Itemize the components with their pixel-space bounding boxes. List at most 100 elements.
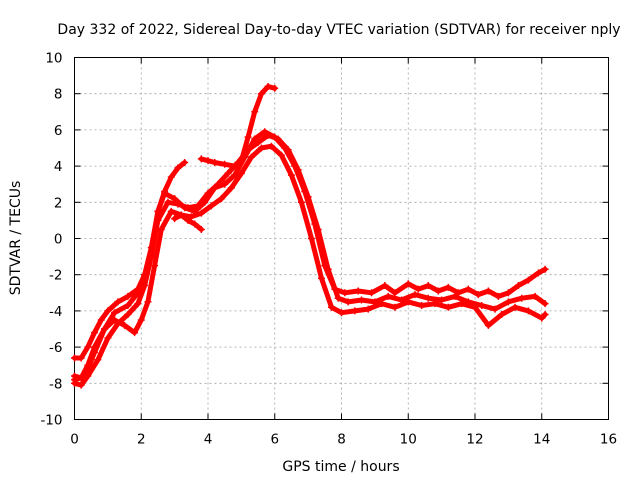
data-point-marker: [484, 287, 492, 295]
y-tick-label: -6: [49, 340, 62, 356]
data-point-marker: [167, 207, 175, 215]
data-point-marker: [418, 301, 426, 309]
data-point-marker: [464, 285, 472, 293]
data-point-marker: [261, 128, 269, 136]
data-point-marker: [171, 215, 179, 223]
x-tick-label: 12: [466, 432, 483, 448]
data-point-marker: [204, 157, 212, 165]
series-track-b: [197, 82, 279, 170]
data-point-marker: [124, 311, 132, 319]
data-point-marker: [314, 225, 322, 233]
data-point-marker: [77, 381, 85, 389]
data-point-marker: [77, 374, 85, 382]
data-point-marker: [484, 321, 492, 329]
data-point-marker: [364, 305, 372, 313]
series-line: [198, 84, 278, 169]
data-point-marker: [104, 307, 112, 315]
data-point-marker: [77, 354, 85, 362]
data-point-marker: [191, 220, 199, 228]
data-point-marker: [368, 289, 376, 297]
y-tick-label: 4: [54, 159, 63, 175]
data-point-marker: [144, 298, 152, 306]
data-point-marker: [274, 135, 282, 143]
data-point-marker: [211, 158, 219, 166]
data-point-marker: [164, 198, 172, 206]
y-tick-label: 6: [54, 123, 63, 139]
x-tick-label: 16: [600, 432, 617, 448]
data-series: [71, 82, 549, 389]
data-point-marker: [104, 334, 112, 342]
data-point-marker: [444, 283, 452, 291]
data-point-marker: [378, 300, 386, 308]
data-point-marker: [334, 294, 342, 302]
data-point-marker: [531, 292, 539, 300]
data-point-marker: [514, 282, 522, 290]
data-point-marker: [541, 265, 549, 273]
y-axis-ticks: -10 -8 -6 -4 -2 0 2 4 6 8 10: [40, 51, 609, 429]
data-point-marker: [234, 158, 242, 166]
data-point-marker: [411, 291, 419, 299]
series-track-f: [171, 211, 205, 233]
data-point-marker: [111, 316, 119, 324]
data-point-marker: [307, 235, 315, 242]
data-point-marker: [277, 151, 285, 159]
series-line: [72, 129, 548, 383]
x-tick-label: 0: [70, 432, 79, 448]
data-point-marker: [284, 146, 292, 154]
data-point-marker: [124, 292, 132, 300]
data-point-marker: [197, 155, 205, 163]
data-point-marker: [384, 292, 392, 300]
data-point-marker: [221, 180, 229, 188]
data-point-marker: [217, 195, 225, 203]
data-point-marker: [257, 144, 265, 152]
data-point-marker: [134, 300, 142, 308]
data-point-marker: [244, 146, 252, 154]
series-line: [72, 132, 548, 388]
y-tick-label: -2: [49, 268, 62, 284]
data-point-marker: [344, 298, 352, 306]
data-point-marker: [184, 216, 192, 224]
data-point-marker: [504, 298, 512, 306]
data-point-marker: [317, 274, 325, 282]
data-point-marker: [404, 280, 412, 288]
data-point-marker: [157, 225, 165, 233]
data-point-marker: [451, 292, 459, 300]
data-point-marker: [84, 361, 92, 369]
data-point-marker: [71, 372, 78, 380]
data-point-marker: [251, 108, 259, 116]
data-point-marker: [161, 189, 169, 197]
data-point-marker: [114, 298, 122, 306]
data-point-marker: [204, 189, 212, 197]
data-point-marker: [518, 294, 526, 302]
y-tick-label: 2: [54, 195, 63, 211]
data-point-marker: [101, 325, 109, 333]
data-point-marker: [534, 269, 542, 277]
data-point-marker: [304, 193, 312, 201]
x-tick-label: 2: [137, 432, 146, 448]
series-track-d: [71, 131, 549, 389]
data-point-marker: [541, 300, 549, 308]
x-tick-label: 10: [400, 432, 417, 448]
data-point-marker: [94, 356, 102, 364]
data-point-marker: [111, 309, 119, 317]
data-point-marker: [224, 169, 232, 177]
data-point-marker: [237, 169, 245, 177]
y-axis-label: SDTVAR / TECUs: [8, 181, 24, 296]
data-point-marker: [324, 265, 332, 273]
data-point-marker: [327, 303, 335, 311]
x-tick-label: 6: [270, 432, 279, 448]
series-line: [72, 143, 548, 381]
data-point-marker: [97, 316, 105, 324]
y-tick-label: 8: [54, 87, 63, 103]
data-point-marker: [254, 139, 262, 147]
data-point-marker: [257, 90, 265, 98]
data-point-marker: [297, 198, 305, 206]
data-point-marker: [184, 204, 192, 212]
data-point-marker: [438, 296, 446, 304]
y-tick-label: -10: [40, 413, 62, 429]
data-point-marker: [424, 282, 432, 290]
data-point-marker: [338, 309, 345, 317]
data-point-marker: [444, 303, 452, 311]
data-point-marker: [351, 307, 359, 315]
